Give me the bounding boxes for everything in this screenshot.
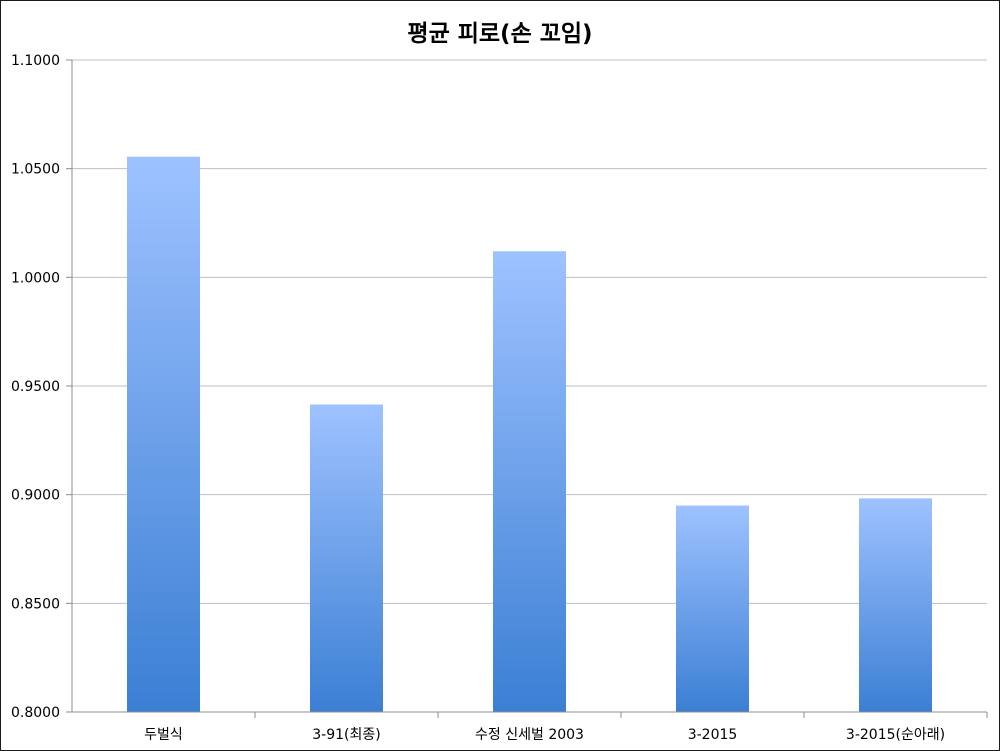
- bar-3: [493, 251, 566, 712]
- bar-1: [127, 156, 200, 713]
- y-tick-label: 1.0000: [11, 270, 60, 286]
- chart-title: 평균 피로(손 꼬임): [407, 21, 593, 47]
- bars: [127, 156, 932, 713]
- x-tick-label: 3-2015(순아래): [846, 727, 945, 743]
- bar-4: [676, 505, 749, 712]
- y-tick-label: 0.8000: [11, 705, 60, 721]
- axes: [66, 59, 988, 718]
- y-tick-label: 1.0500: [11, 162, 60, 178]
- x-tick-label: 두벌식: [144, 727, 183, 743]
- tick-labels: 0.8000 0.8500 0.9000 0.9500 1.0000 1.0500 1.10…: [11, 53, 945, 743]
- y-tick-label: 0.8500: [11, 596, 60, 612]
- y-tick-label: 0.9000: [11, 488, 60, 504]
- x-tick-label: 수정 신세벌 2003: [475, 727, 584, 743]
- y-tick-label: 0.9500: [11, 379, 60, 395]
- x-tick-label: 3-91(최종): [312, 727, 380, 743]
- bar-5: [859, 498, 932, 712]
- y-tick-label: 1.1000: [11, 53, 60, 69]
- bar-2: [310, 404, 383, 712]
- x-tick-label: 3-2015: [688, 727, 738, 743]
